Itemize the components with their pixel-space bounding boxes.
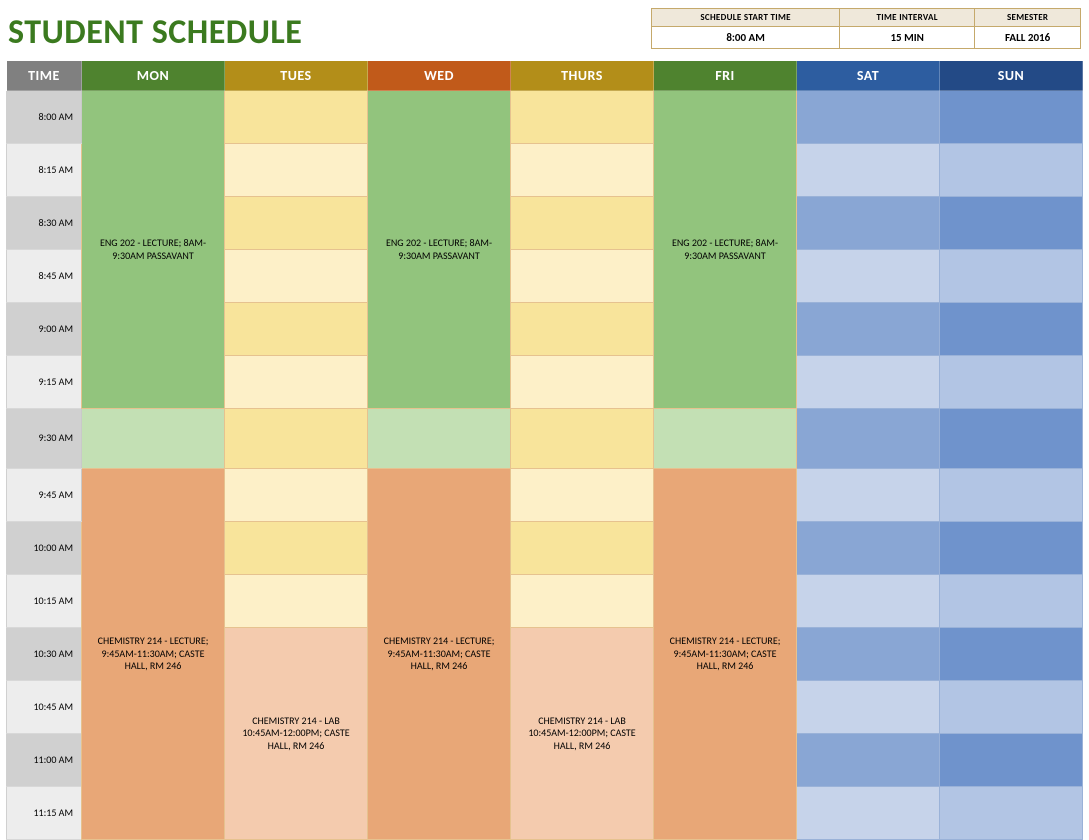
empty-cell <box>940 250 1083 303</box>
empty-cell <box>225 250 368 303</box>
time-cell: 9:45 AM <box>7 469 82 522</box>
empty-cell <box>511 197 654 250</box>
empty-cell <box>797 469 940 522</box>
empty-cell <box>225 522 368 575</box>
info-header: TIME INTERVAL <box>840 9 975 27</box>
empty-cell <box>511 409 654 469</box>
time-cell: 8:00 AM <box>7 91 82 144</box>
empty-cell <box>225 197 368 250</box>
empty-cell <box>797 144 940 197</box>
empty-cell <box>940 734 1083 787</box>
empty-cell <box>225 469 368 522</box>
day-header-wed: WED <box>368 61 511 91</box>
page-title: STUDENT SCHEDULE <box>8 8 302 53</box>
empty-cell <box>511 144 654 197</box>
empty-cell <box>511 522 654 575</box>
empty-cell <box>797 197 940 250</box>
empty-cell <box>940 144 1083 197</box>
empty-cell <box>940 356 1083 409</box>
time-cell: 8:15 AM <box>7 144 82 197</box>
empty-cell <box>511 575 654 628</box>
event-cell: ENG 202 - LECTURE; 8AM-9:30AM PASSAVANT <box>654 91 797 409</box>
day-header-sun: SUN <box>940 61 1083 91</box>
empty-cell <box>225 91 368 144</box>
info-header: SCHEDULE START TIME <box>652 9 840 27</box>
info-header: SEMESTER <box>975 9 1081 27</box>
day-header-mon: MON <box>82 61 225 91</box>
empty-cell <box>940 197 1083 250</box>
empty-cell <box>797 734 940 787</box>
empty-cell <box>225 409 368 469</box>
empty-cell <box>368 409 511 469</box>
event-cell: CHEMISTRY 214 - LECTURE; 9:45AM-11:30AM;… <box>368 469 511 840</box>
time-cell: 10:30 AM <box>7 628 82 681</box>
empty-cell <box>511 91 654 144</box>
event-cell: CHEMISTRY 214 - LECTURE; 9:45AM-11:30AM;… <box>654 469 797 840</box>
event-cell: CHEMISTRY 214 - LECTURE; 9:45AM-11:30AM;… <box>82 469 225 840</box>
empty-cell <box>797 303 940 356</box>
day-header-sat: SAT <box>797 61 940 91</box>
time-header: TIME <box>7 61 82 91</box>
time-cell: 10:15 AM <box>7 575 82 628</box>
empty-cell <box>797 787 940 840</box>
empty-cell <box>940 522 1083 575</box>
empty-cell <box>225 144 368 197</box>
time-cell: 11:15 AM <box>7 787 82 840</box>
empty-cell <box>940 409 1083 469</box>
empty-cell <box>940 575 1083 628</box>
empty-cell <box>940 469 1083 522</box>
empty-cell <box>654 409 797 469</box>
time-cell: 10:00 AM <box>7 522 82 575</box>
empty-cell <box>940 628 1083 681</box>
day-header-tues: TUES <box>225 61 368 91</box>
time-cell: 9:30 AM <box>7 409 82 469</box>
info-value: 15 MIN <box>840 27 975 49</box>
event-cell: ENG 202 - LECTURE; 8AM-9:30AM PASSAVANT <box>82 91 225 409</box>
event-cell: CHEMISTRY 214 - LAB 10:45AM-12:00PM; CAS… <box>511 628 654 840</box>
day-header-thurs: THURS <box>511 61 654 91</box>
empty-cell <box>797 409 940 469</box>
event-cell: ENG 202 - LECTURE; 8AM-9:30AM PASSAVANT <box>368 91 511 409</box>
time-cell: 8:30 AM <box>7 197 82 250</box>
empty-cell <box>797 681 940 734</box>
empty-cell <box>940 303 1083 356</box>
info-value: 8:00 AM <box>652 27 840 49</box>
schedule-table: TIMEMONTUESWEDTHURSFRISATSUN 8:00 AMENG … <box>6 60 1083 840</box>
empty-cell <box>797 628 940 681</box>
empty-cell <box>940 91 1083 144</box>
empty-cell <box>225 575 368 628</box>
empty-cell <box>797 356 940 409</box>
empty-cell <box>797 250 940 303</box>
empty-cell <box>940 681 1083 734</box>
empty-cell <box>797 575 940 628</box>
time-cell: 10:45 AM <box>7 681 82 734</box>
empty-cell <box>940 787 1083 840</box>
empty-cell <box>797 522 940 575</box>
time-cell: 9:15 AM <box>7 356 82 409</box>
info-value: FALL 2016 <box>975 27 1081 49</box>
info-table: SCHEDULE START TIME TIME INTERVAL SEMEST… <box>651 8 1081 49</box>
empty-cell <box>511 469 654 522</box>
empty-cell <box>82 409 225 469</box>
time-cell: 8:45 AM <box>7 250 82 303</box>
time-cell: 11:00 AM <box>7 734 82 787</box>
empty-cell <box>511 250 654 303</box>
empty-cell <box>225 303 368 356</box>
event-cell: CHEMISTRY 214 - LAB 10:45AM-12:00PM; CAS… <box>225 628 368 840</box>
empty-cell <box>225 356 368 409</box>
time-cell: 9:00 AM <box>7 303 82 356</box>
empty-cell <box>511 356 654 409</box>
day-header-fri: FRI <box>654 61 797 91</box>
empty-cell <box>797 91 940 144</box>
empty-cell <box>511 303 654 356</box>
